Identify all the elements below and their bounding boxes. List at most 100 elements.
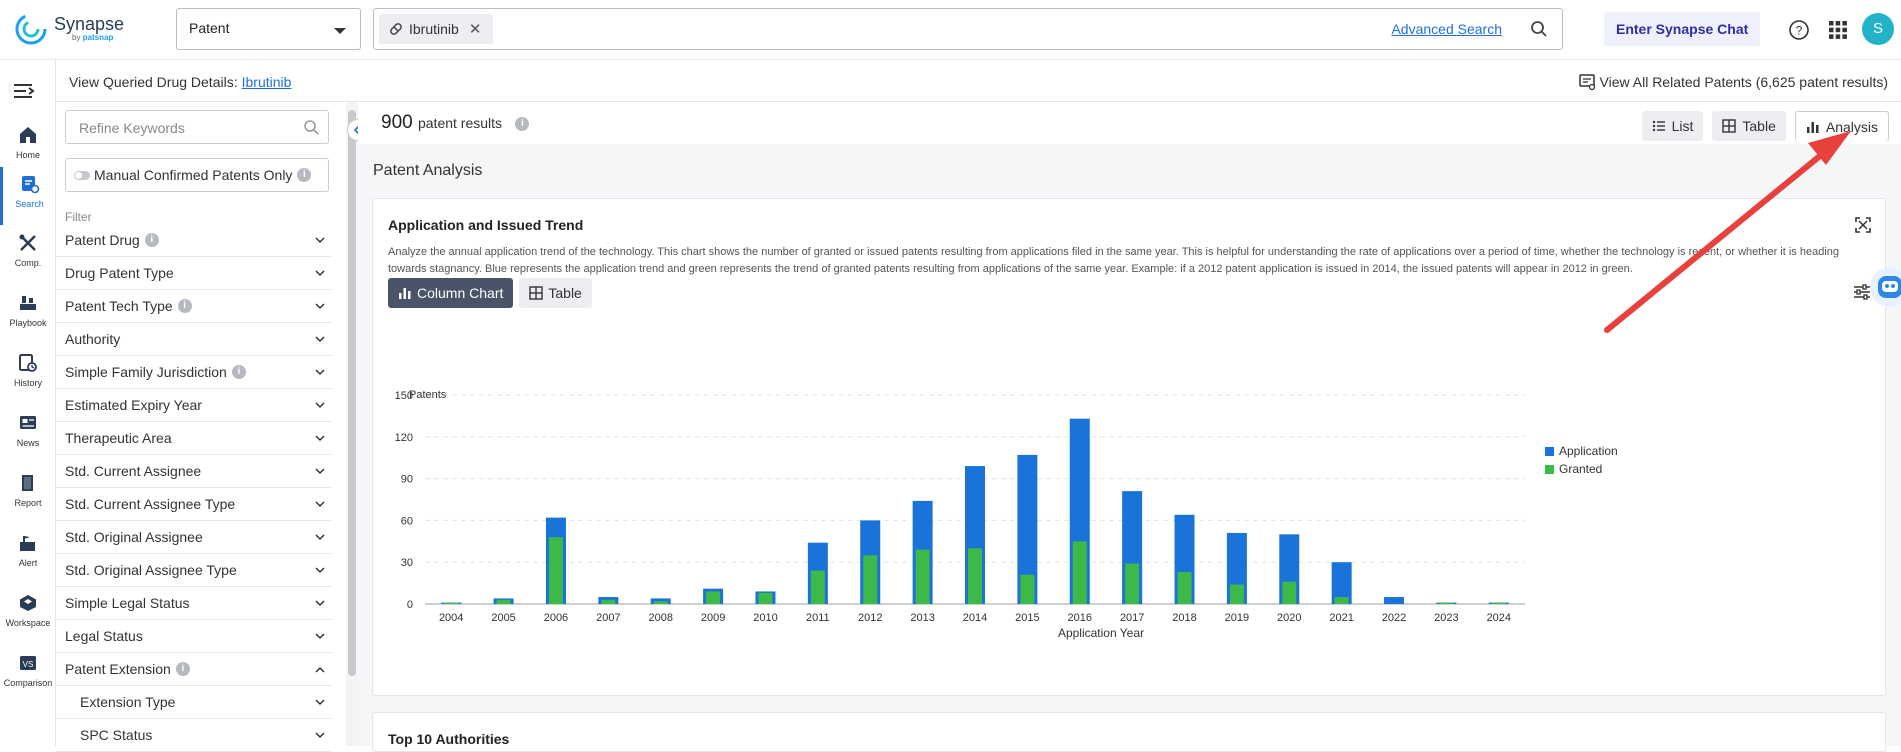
authorities-card: Top 10 Authorities [372, 712, 1886, 752]
comparison-icon: VS [17, 652, 39, 674]
bar-granted-2020[interactable] [1282, 582, 1296, 604]
nav-item-report[interactable]: Report [0, 466, 56, 524]
info-icon[interactable]: i [145, 233, 159, 247]
bar-granted-2012[interactable] [863, 555, 877, 604]
filter-row[interactable]: Estimated Expiry Year [56, 389, 332, 422]
filter-row[interactable]: Std. Original Assignee [56, 521, 332, 554]
filter-row[interactable]: Std. Original Assignee Type [56, 554, 332, 587]
info-icon[interactable]: i [178, 299, 192, 313]
filter-row[interactable]: Std. Current Assignee [56, 455, 332, 488]
chevron-down-icon [315, 336, 325, 343]
nav-item-comparison[interactable]: VS Comparison [0, 646, 56, 704]
expand-icon[interactable] [1855, 217, 1871, 233]
nav-label-search: Search [3, 199, 56, 209]
filter-row[interactable]: Drug Patent Type [56, 257, 332, 290]
table-tab[interactable]: Table [519, 278, 591, 308]
search-input[interactable]: Ibrutinib ✕ Advanced Search [373, 8, 1563, 50]
advanced-search-link[interactable]: Advanced Search [1391, 21, 1502, 37]
legend-swatch[interactable] [1545, 447, 1554, 456]
bar-granted-2004[interactable] [444, 603, 458, 604]
filter-row[interactable]: Simple Family Jurisdictioni [56, 356, 332, 389]
filter-scrollbar[interactable] [348, 110, 356, 676]
bar-granted-2006[interactable] [549, 537, 563, 604]
bar-application-2022[interactable] [1384, 597, 1404, 604]
view-analysis-label: Analysis [1826, 119, 1878, 135]
bar-granted-2018[interactable] [1178, 572, 1192, 604]
filter-row[interactable]: Authority [56, 323, 332, 356]
alert-icon [17, 532, 39, 554]
filter-row[interactable]: Std. Current Assignee Type [56, 488, 332, 521]
query-drug-link[interactable]: Ibrutinib [242, 74, 292, 90]
filter-row[interactable]: Patent Tech Typei [56, 290, 332, 323]
filter-row-label: Patent Extension [65, 661, 171, 677]
info-icon[interactable]: i [176, 662, 190, 676]
manual-confirmed-toggle[interactable]: Manual Confirmed Patents Only i [65, 158, 329, 192]
synapse-logo[interactable]: Synapse by patsnap [14, 12, 124, 46]
bar-granted-2023[interactable] [1439, 603, 1453, 604]
view-analysis-button[interactable]: Analysis [1795, 111, 1889, 141]
legend-label[interactable]: Granted [1559, 462, 1602, 476]
info-icon[interactable]: i [232, 365, 246, 379]
apps-grid-icon[interactable] [1828, 20, 1848, 40]
chart-x-axis-label: Application Year [1058, 626, 1144, 640]
close-icon[interactable]: ✕ [469, 20, 482, 38]
filter-row[interactable]: Extension Type [56, 686, 332, 719]
chevron-down-icon [315, 369, 325, 376]
filter-row[interactable]: Legal Status [56, 620, 332, 653]
filter-row[interactable]: Simple Legal Status [56, 587, 332, 620]
nav-item-workspace[interactable]: Workspace [0, 586, 56, 644]
bar-granted-2010[interactable] [758, 593, 772, 604]
view-related-patents-link[interactable]: View All Related Patents (6,625 patent r… [1578, 73, 1888, 91]
bar-granted-2009[interactable] [706, 591, 720, 604]
assistant-robot-icon[interactable] [1868, 262, 1901, 312]
nav-item-history[interactable]: History [0, 346, 56, 404]
info-icon[interactable]: i [297, 168, 311, 182]
bar-granted-2017[interactable] [1125, 564, 1139, 604]
refine-keywords-input[interactable]: Refine Keywords [65, 110, 329, 144]
filter-row-label: Authority [65, 331, 120, 347]
bar-granted-2011[interactable] [811, 571, 825, 604]
nav-item-alert[interactable]: Alert [0, 526, 56, 584]
bar-granted-2007[interactable] [601, 600, 615, 604]
bar-granted-2024[interactable] [1492, 603, 1506, 604]
nav-label-home: Home [0, 150, 56, 160]
enter-chat-button[interactable]: Enter Synapse Chat [1604, 12, 1760, 46]
search-chip-label: Ibrutinib [409, 21, 459, 37]
filter-row[interactable]: Patent Extension i [56, 653, 332, 686]
bar-granted-2014[interactable] [968, 548, 982, 604]
nav-item-playbook[interactable]: Playbook [0, 286, 56, 344]
x-tick-label: 2012 [858, 612, 882, 624]
filter-row-label: Estimated Expiry Year [65, 397, 202, 413]
bar-granted-2005[interactable] [497, 600, 511, 604]
filter-row[interactable]: Patent Drugi [56, 224, 332, 257]
brand-name: Synapse [54, 15, 124, 33]
legend-label[interactable]: Application [1559, 444, 1618, 458]
toggle-switch[interactable] [74, 171, 90, 180]
nav-item-search[interactable]: Search [0, 167, 56, 225]
legend-swatch[interactable] [1545, 465, 1554, 474]
nav-item-comp[interactable]: Comp. [0, 226, 56, 284]
search-icon[interactable] [1530, 20, 1548, 38]
search-doc-icon [19, 173, 41, 195]
view-list-button[interactable]: List [1642, 111, 1704, 141]
nav-item-news[interactable]: News [0, 406, 56, 464]
bar-granted-2021[interactable] [1335, 597, 1349, 604]
table-icon [529, 286, 543, 300]
filter-row[interactable]: Therapeutic Area [56, 422, 332, 455]
view-table-button[interactable]: Table [1712, 111, 1785, 141]
bar-granted-2015[interactable] [1020, 575, 1034, 604]
column-chart-tab[interactable]: Column Chart [388, 278, 513, 308]
bar-granted-2008[interactable] [654, 601, 668, 604]
search-chip[interactable]: Ibrutinib ✕ [379, 14, 493, 44]
avatar[interactable]: S [1862, 13, 1894, 45]
help-icon[interactable]: ? [1788, 19, 1810, 41]
bar-granted-2013[interactable] [916, 550, 930, 604]
database-select[interactable]: Patent [176, 8, 361, 50]
filter-row[interactable]: SPC Status [56, 719, 332, 752]
bar-granted-2016[interactable] [1073, 541, 1087, 604]
info-icon[interactable]: i [515, 117, 529, 131]
menu-toggle-icon[interactable] [12, 82, 36, 100]
chart-x-tick-labels: 2004200520062007200820092010201120122013… [439, 612, 1511, 624]
bar-granted-2019[interactable] [1230, 584, 1244, 604]
chart-type-tabs: Column Chart Table [388, 278, 598, 308]
